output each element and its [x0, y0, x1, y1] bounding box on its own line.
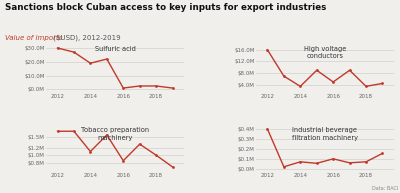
Text: Data: BACI: Data: BACI	[372, 186, 398, 191]
Text: Sanctions block Cuban access to key inputs for export industries: Sanctions block Cuban access to key inpu…	[5, 3, 326, 12]
Text: Value of imports: Value of imports	[5, 35, 62, 41]
Text: Tobacco preparation
machinery: Tobacco preparation machinery	[81, 127, 149, 141]
Text: Industrial beverage
filtration machinery: Industrial beverage filtration machinery	[292, 127, 358, 141]
Text: Sulfuric acid: Sulfuric acid	[95, 46, 136, 52]
Text: ($USD), 2012-2019: ($USD), 2012-2019	[51, 35, 120, 41]
Text: High voltage
conductors: High voltage conductors	[304, 46, 346, 59]
